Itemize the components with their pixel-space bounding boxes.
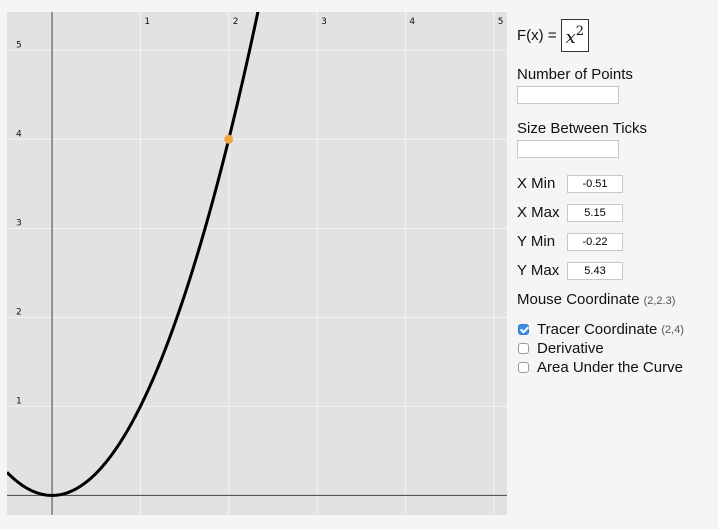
y-tick-label-4: 4 (16, 129, 22, 139)
y-max-label: Y Max (517, 262, 560, 279)
y-min-input[interactable] (567, 232, 623, 251)
x-max-label: X Max (517, 204, 560, 221)
derivative-label: Derivative (537, 340, 604, 357)
x-max-row: X Max (517, 203, 715, 222)
function-curve (7, 12, 260, 497)
graph-canvas[interactable]: 1 2 3 4 5 1 2 3 4 5 (7, 12, 507, 515)
function-exponent: 2 (575, 23, 585, 39)
tracer-coordinate-value: (2,4) (661, 323, 684, 336)
tracer-checkbox[interactable] (518, 324, 529, 335)
mouse-coordinate-value: (2,2.3) (643, 295, 676, 307)
tick-labels: 1 2 3 4 5 1 2 3 4 5 (16, 17, 503, 406)
y-tick-label-5: 5 (16, 40, 22, 50)
axes (7, 12, 507, 515)
area-checkbox[interactable] (518, 362, 529, 373)
tracer-point[interactable] (224, 134, 234, 144)
area-label: Area Under the Curve (537, 359, 683, 376)
number-of-points-label: Number of Points (517, 66, 633, 83)
x-tick-label-5: 5 (498, 17, 504, 27)
y-max-row: Y Max (517, 261, 715, 280)
x-min-input[interactable] (567, 174, 623, 193)
x-tick-label-1: 1 (144, 17, 150, 27)
x-max-input[interactable] (567, 203, 623, 222)
y-tick-label-1: 1 (16, 396, 22, 406)
graph-svg[interactable]: 1 2 3 4 5 1 2 3 4 5 (7, 12, 507, 515)
derivative-toggle[interactable]: Derivative (517, 339, 715, 358)
function-row: F(x) = x2 (517, 18, 715, 52)
function-label: F(x) = (517, 26, 557, 44)
x-tick-label-3: 3 (321, 17, 327, 27)
tracer-coordinate-label: Tracer Coordinate (537, 321, 658, 338)
mouse-coordinate-row: Mouse Coordinate (2,2.3) (517, 290, 715, 311)
y-min-row: Y Min (517, 232, 715, 251)
grid-lines (7, 12, 507, 515)
x-min-label: X Min (517, 175, 556, 192)
x-tick-label-4: 4 (409, 17, 415, 27)
y-min-label: Y Min (517, 233, 556, 250)
number-of-points-input[interactable] (517, 86, 619, 104)
area-toggle[interactable]: Area Under the Curve (517, 358, 715, 377)
derivative-checkbox[interactable] (518, 343, 529, 354)
tick-size-input[interactable] (517, 140, 619, 158)
x-min-row: X Min (517, 174, 715, 193)
function-input[interactable]: x2 (560, 18, 590, 52)
tracer-toggle[interactable]: Tracer Coordinate (2,4) (517, 320, 715, 339)
y-tick-label-3: 3 (16, 218, 22, 228)
tick-size-label: Size Between Ticks (517, 120, 648, 137)
function-base: x (565, 26, 576, 48)
x-tick-label-2: 2 (233, 17, 239, 27)
mouse-coordinate-label: Mouse Coordinate (517, 291, 640, 308)
control-panel: F(x) = x2 Number of Points Size Between … (517, 18, 715, 377)
y-tick-label-2: 2 (16, 307, 22, 317)
y-max-input[interactable] (567, 261, 623, 280)
